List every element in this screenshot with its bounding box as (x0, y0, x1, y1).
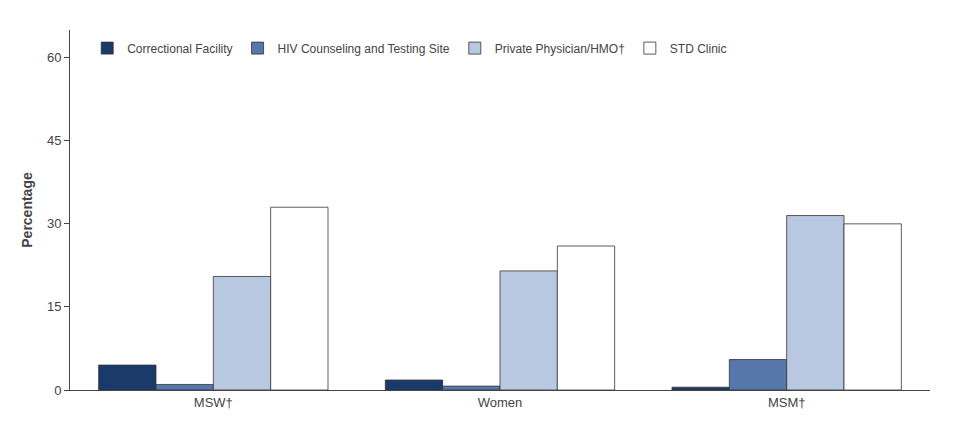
svg-text:Correctional Facility: Correctional Facility (127, 42, 232, 56)
svg-text:Percentage: Percentage (19, 172, 35, 248)
svg-text:60: 60 (47, 50, 61, 65)
svg-text:MSW†: MSW† (194, 395, 233, 410)
svg-text:Private Physician/HMO†: Private Physician/HMO† (495, 42, 625, 56)
svg-text:Women: Women (478, 395, 523, 410)
svg-text:HIV Counseling and Testing Sit: HIV Counseling and Testing Site (278, 42, 450, 56)
svg-text:15: 15 (47, 299, 61, 314)
svg-text:MSM†: MSM† (768, 395, 806, 410)
svg-text:0: 0 (54, 383, 61, 398)
svg-text:45: 45 (47, 133, 61, 148)
svg-text:30: 30 (47, 216, 61, 231)
svg-text:STD Clinic: STD Clinic (670, 42, 727, 56)
